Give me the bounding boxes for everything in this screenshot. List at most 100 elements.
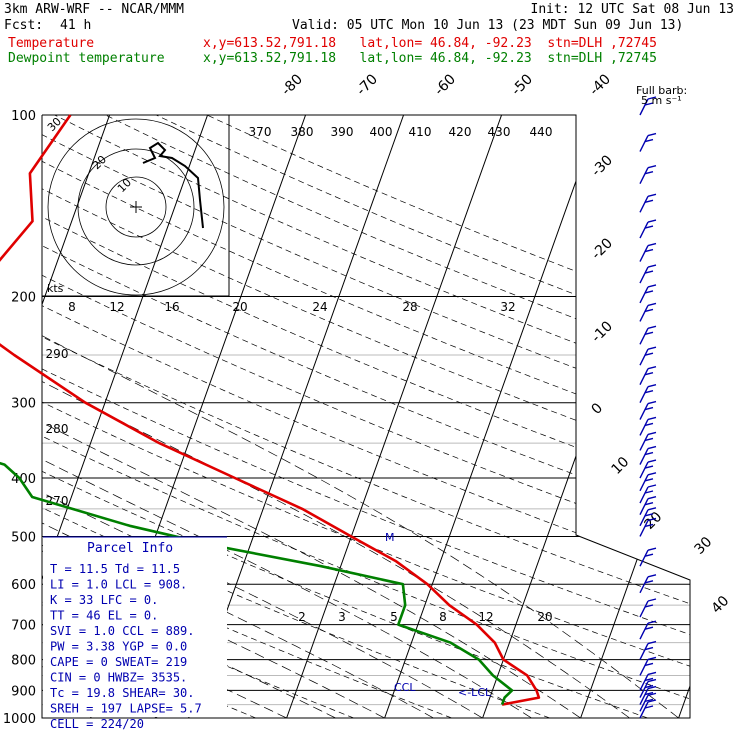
wind-barb-380: [639, 445, 657, 465]
barb-staff: [639, 368, 649, 385]
barb-staff: [639, 167, 649, 185]
wind-barb-130: [639, 165, 657, 185]
theta-label-430: 430: [488, 125, 511, 139]
dry-adiabat-300: [42, 115, 648, 718]
barb-flag-2: [644, 371, 654, 376]
parcel-info-row-9: SREH = 197 LAPSE= 5.7: [50, 702, 202, 716]
isotherm--50: [42, 115, 111, 718]
barb-flag-2: [644, 248, 654, 253]
barb-flag-1: [647, 400, 657, 405]
barb-staff: [639, 659, 649, 676]
wind-barb-800: [639, 640, 657, 660]
barb-flag-2: [644, 138, 654, 143]
barb-staff: [639, 622, 649, 640]
parcel-info-row-0: T = 11.5 Td = 11.5: [50, 562, 180, 576]
m-marker: M: [385, 531, 395, 544]
isotherm-label-40: 40: [709, 593, 733, 617]
barb-staff: [639, 135, 649, 152]
theta-side-label-280: 280: [46, 422, 69, 436]
isotherm--10: [286, 115, 503, 718]
barb-flag-2: [644, 225, 654, 229]
barb-flag-2: [644, 102, 654, 106]
barb-flag-1: [647, 346, 657, 350]
hodograph-ring-2: [47, 118, 225, 296]
barb-flag-2: [644, 490, 654, 494]
barb-flag-2: [644, 406, 654, 411]
barb-flag-1: [647, 431, 657, 436]
dry-adiabat-340: [42, 115, 690, 718]
wind-barb-260: [639, 346, 657, 366]
init-time: Init: 12 UTC Sat 08 Jun 13: [530, 2, 735, 17]
wind-barb-680: [639, 598, 657, 618]
barb-flag-2: [644, 331, 654, 335]
wind-barb-740: [639, 620, 657, 640]
barb-staff: [639, 576, 649, 594]
parcel-info-row-10: CELL = 224/20: [50, 717, 144, 731]
barb-flag-2: [644, 270, 654, 274]
isotherm-label--30: -30: [589, 152, 616, 179]
hodograph-kts-tick-16: 16: [164, 300, 179, 314]
wind-barb-145: [639, 193, 657, 213]
valid-time: Valid: 05 UTC Mon 10 Jun 13 (23 MDT Sun …: [292, 18, 684, 33]
barb-flag-2: [644, 465, 654, 469]
barb-flag-2: [644, 646, 654, 651]
wind-barb-205: [639, 284, 657, 304]
fcst-hours: 41 h: [60, 18, 92, 33]
barb-flag-1: [647, 242, 657, 247]
theta-side-label-290: 290: [46, 347, 69, 361]
wind-barb-160: [639, 219, 657, 239]
barb-flag-1: [647, 484, 657, 488]
temperature-legend: Temperature: [8, 36, 95, 51]
wind-barb-190: [639, 264, 657, 284]
theta-label-440: 440: [530, 125, 553, 139]
barb-flag-2: [644, 677, 654, 682]
barb-flag-1: [647, 547, 657, 551]
isotherm-label--70: -70: [354, 71, 381, 98]
wind-barb-480: [639, 507, 657, 527]
wind-barb-1000: [639, 699, 657, 719]
pressure-tick-700: 700: [11, 619, 36, 634]
barb-flag-1: [647, 284, 657, 288]
barb-flag-2: [644, 290, 654, 294]
wind-barb-220: [639, 302, 657, 322]
barb-staff: [639, 701, 649, 719]
wind-barb-460: [639, 495, 657, 515]
barb-staff: [639, 643, 649, 660]
parcel-info-bg: [43, 537, 227, 717]
barb-flag-2: [644, 513, 654, 517]
barb-flag-2: [644, 352, 654, 356]
isotherm-0: [384, 115, 601, 718]
wind-barb-100: [639, 96, 657, 116]
wind-barb-620: [639, 574, 657, 594]
hodograph-ring-label-20: 20: [90, 153, 109, 172]
barb-staff: [639, 600, 649, 618]
barb-flag-1: [647, 302, 657, 307]
dry-adiabat-320: [42, 115, 690, 718]
dewpoint-location: x,y=613.52,791.18 lat,lon= 46.84, -92.23…: [203, 51, 657, 66]
wind-barb-440: [639, 484, 657, 504]
hodograph-kts-tick-32: 32: [500, 300, 515, 314]
barb-flag-2: [644, 451, 654, 456]
wind-barb-360: [639, 431, 657, 451]
barb-flag-2: [644, 684, 654, 689]
barb-flag-1: [647, 656, 657, 661]
wind-barb-240: [639, 325, 657, 345]
barb-staff: [639, 448, 649, 465]
wind-barb-850: [639, 656, 657, 676]
barb-flag-1: [647, 620, 657, 624]
pressure-tick-100: 100: [11, 109, 36, 124]
mixing-ratio-label-2: 2: [298, 610, 306, 624]
barb-flag-1: [647, 699, 657, 703]
isotherm-label--60: -60: [432, 71, 459, 98]
series-line-dewpoint: [0, 461, 514, 706]
parcel-info-row-6: CAPE = 0 SWEAT= 219: [50, 655, 187, 669]
hodograph-kts-tick-28: 28: [402, 300, 417, 314]
barb-staff: [639, 688, 649, 705]
barb-staff: [639, 520, 649, 537]
plot-frame: [41, 114, 691, 719]
barb-staff: [639, 681, 649, 698]
barb-flag-2: [644, 478, 654, 482]
parcel-info-row-3: TT = 46 EL = 0.: [50, 609, 158, 623]
wind-barb-320: [639, 400, 657, 420]
pressure-tick-300: 300: [11, 397, 36, 412]
